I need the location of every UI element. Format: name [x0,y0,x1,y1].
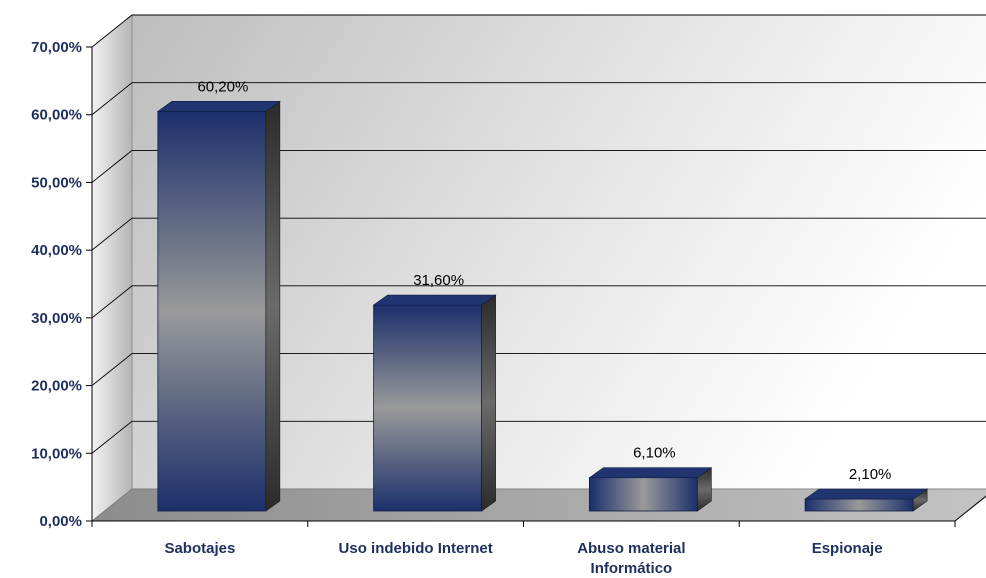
x-tick-label: Espionaje [812,540,883,557]
x-tick-label-line: Espionaje [812,540,883,557]
y-tick-label: 20,00% [31,378,82,395]
bar-top [588,467,713,478]
y-tick-label: 40,00% [31,242,82,259]
bar [372,294,497,512]
bars [156,100,929,512]
gridline [91,149,986,183]
data-label: 31,60% [413,272,464,289]
data-label: 60,20% [197,78,248,95]
gridline [91,82,986,116]
y-tick-label: 50,00% [31,174,82,191]
gridline [91,420,986,454]
bar-front [804,498,914,512]
x-tick-label: Sabotajes [164,540,235,557]
bar-top [156,101,281,112]
gridline [91,14,986,48]
floor-edge [954,495,986,522]
gridline [91,217,986,251]
bar-front [373,304,483,512]
bar [156,100,281,512]
y-tick-label: 70,00% [31,39,82,56]
x-tick-label-line: Abuso material [577,540,685,557]
y-tick-label: 60,00% [31,107,82,124]
x-tick-label-line: Sabotajes [164,540,235,557]
data-label: 2,10% [849,466,892,483]
data-label: 6,10% [633,445,676,462]
gridlines [91,14,986,454]
bar-front [588,477,698,512]
bar-side [481,294,496,512]
bar [804,488,929,512]
x-axis: Sabotajes Uso indebido Internet Abuso mate… [91,495,986,577]
bar-top [804,488,929,500]
gridline [91,285,986,319]
y-tick-label: 10,00% [31,445,82,462]
data-labels: 60,20% 31,60% 6,10% 2,10% [197,78,891,483]
x-tick-label: Abuso material Informático [577,540,685,577]
bar-top [372,294,497,306]
y-tick-label: 0,00% [39,513,82,530]
plot-walls [90,14,986,522]
x-tick-label-line: Informático [591,560,673,577]
x-tick-label-line: Uso indebido Internet [339,540,493,557]
bar-side [265,100,281,512]
y-tick-label: 30,00% [31,310,82,327]
bar [588,467,713,512]
side-wall [91,14,133,522]
y-axis: 0,00% 10,00% 20,00% 30,00% 40,00% 50,00% 60,00… [31,39,93,530]
gridline [91,353,986,386]
bar-front [157,110,267,512]
x-tick-label: Uso indebido Internet [339,540,493,557]
